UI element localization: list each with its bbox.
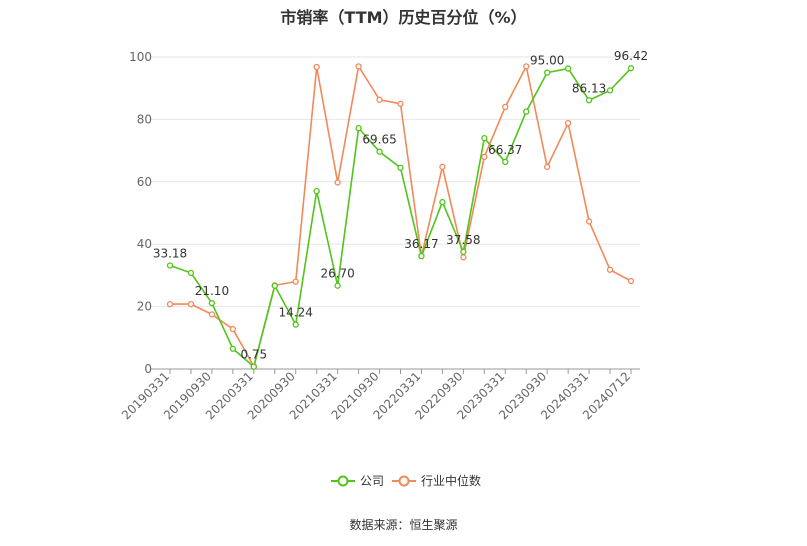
data-label: 86.13 <box>572 81 606 95</box>
data-point <box>627 65 635 72</box>
data-point <box>292 278 299 285</box>
data-point <box>292 321 299 328</box>
data-label: 66.37 <box>488 143 522 157</box>
data-point <box>355 63 362 70</box>
y-tick-labels: 0 20 40 60 80 100 <box>129 50 152 376</box>
data-point <box>355 124 362 132</box>
data-point <box>585 97 593 104</box>
data-point <box>564 65 572 72</box>
axes <box>150 368 640 374</box>
grid-lines <box>150 56 640 308</box>
data-label: 36.17 <box>404 237 438 251</box>
legend-label: 行业中位数 <box>421 473 481 488</box>
series-lines <box>166 63 635 370</box>
y-tick-label: 40 <box>137 237 152 251</box>
data-point <box>523 108 530 115</box>
data-point <box>313 63 320 71</box>
data-point <box>564 119 572 127</box>
data-point <box>271 282 278 289</box>
legend-marker <box>398 475 410 487</box>
legend-label: 公司 <box>360 474 384 488</box>
legend-marker <box>337 475 349 487</box>
data-label: 96.42 <box>614 49 648 63</box>
data-label: 0.75 <box>240 348 267 362</box>
data-point <box>313 188 320 195</box>
data-point <box>397 164 404 171</box>
chart-title: 市销率（TTM）历史百分位（%） <box>280 8 527 27</box>
data-point <box>397 100 404 107</box>
data-point <box>502 158 509 166</box>
data-point <box>418 252 425 260</box>
data-point <box>166 300 174 308</box>
data-point <box>187 300 195 308</box>
data-point <box>334 179 341 186</box>
y-tick-label: 60 <box>137 175 152 189</box>
data-point <box>544 163 551 170</box>
data-label: 95.00 <box>530 54 564 68</box>
data-point <box>502 103 509 111</box>
y-tick-label: 80 <box>137 112 152 126</box>
data-point <box>334 282 341 289</box>
data-point <box>481 153 488 160</box>
data-point <box>229 325 237 333</box>
y-tick-label: 100 <box>129 50 152 64</box>
series-line-industry-median <box>170 65 632 368</box>
data-point <box>585 218 593 225</box>
data-source-note: 数据来源：恒生聚源 <box>349 518 458 532</box>
data-point <box>544 69 551 76</box>
data-point <box>481 134 488 142</box>
series-line-company <box>169 67 632 368</box>
data-label: 69.65 <box>362 133 396 147</box>
data-point <box>606 87 614 94</box>
x-tick-labels: 2019033120190930202003312020093020210331… <box>119 369 633 422</box>
data-labels: 33.18 21.10 0.75 14.24 26.70 69.65 36.17 37.58 6… <box>153 49 648 361</box>
data-point <box>187 269 195 277</box>
data-label: 26.70 <box>320 267 354 281</box>
legend: 公司 行业中位数 <box>331 473 481 488</box>
data-point <box>460 254 467 261</box>
data-label: 33.18 <box>153 246 187 260</box>
data-point <box>208 300 216 307</box>
legend-item-industry-median: 行业中位数 <box>392 473 481 488</box>
data-point <box>523 63 530 70</box>
legend-item-company: 公司 <box>331 474 384 488</box>
data-point <box>376 148 383 155</box>
data-label: 21.10 <box>195 284 229 298</box>
data-point <box>439 163 446 170</box>
data-point <box>229 345 237 352</box>
data-point <box>208 311 216 318</box>
data-point <box>439 198 446 206</box>
data-point <box>606 266 614 273</box>
y-tick-label: 0 <box>144 362 152 376</box>
y-tick-label: 20 <box>137 300 152 314</box>
data-label: 14.24 <box>279 306 313 320</box>
data-point <box>627 277 635 285</box>
data-point <box>250 363 257 370</box>
data-point <box>460 248 467 255</box>
data-point <box>376 96 383 103</box>
data-point <box>166 262 174 269</box>
data-label: 37.58 <box>446 233 480 247</box>
